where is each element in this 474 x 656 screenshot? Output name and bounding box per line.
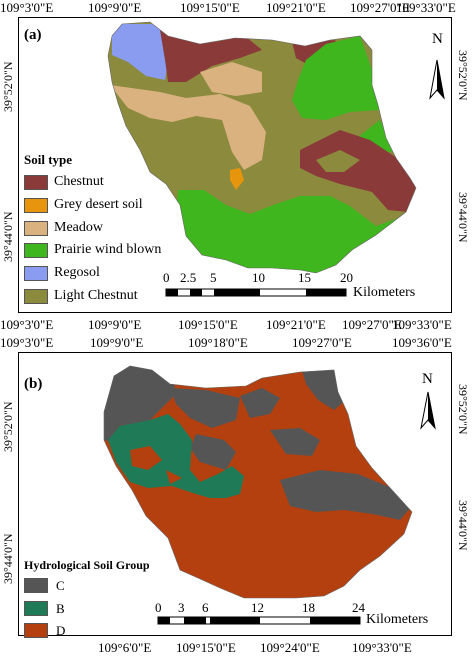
legend-label-c: C (56, 578, 65, 593)
scale-b-5: 24 (352, 600, 365, 615)
bottom-tick-a-4: 109°21'0"E (266, 317, 326, 332)
bottom-tick-a-6: 109°33'0"E (392, 317, 452, 332)
scale-b-2: 6 (202, 600, 209, 615)
legend-swatch-regosol (24, 266, 48, 281)
scale-a-1: 2.5 (180, 270, 197, 285)
scale-a-4: 15 (298, 270, 311, 285)
bottom-tick-b-1: 109°6'0"E (98, 640, 152, 655)
top-tick-a-3: 109°15'0"E (180, 0, 240, 15)
legend-title-b: Hydrological Soil Group (24, 558, 150, 572)
scale-unit-b: Kilometers (366, 612, 429, 627)
scale-a-2: 5 (210, 270, 217, 285)
legend-swatch-c (24, 578, 48, 593)
right-tick-b-2: 39°44'0"N (456, 500, 470, 551)
panel-a-tag: (a) (24, 27, 42, 43)
right-tick-a-1: 39°52'0"N (456, 50, 470, 101)
scale-unit-a: Kilometers (353, 285, 416, 300)
left-tick-a-2: 39°44'0"N (1, 211, 15, 262)
legend-swatch-b (24, 601, 48, 616)
right-tick-b-1: 39°52'0"N (456, 384, 470, 435)
legend-swatch-light-chestnut (24, 289, 48, 304)
scale-a-0: 0 (163, 270, 170, 285)
scale-b-4: 18 (302, 600, 315, 615)
legend-label-regosol: Regosol (54, 265, 100, 280)
top-tick-a-5: 109°27'0"E (350, 0, 410, 15)
legend-swatch-meadow (24, 221, 48, 236)
bottom-tick-b-4: 109°33'0"E (352, 640, 412, 655)
top-tick-b-1: 109°3'0"E (0, 335, 54, 350)
legend-label-prairie: Prairie wind blown (54, 242, 162, 257)
legend-swatch-chestnut (24, 175, 48, 190)
scale-b-3: 12 (251, 600, 264, 615)
legend-label-meadow: Meadow (54, 220, 103, 235)
top-tick-a-4: 109°21'0"E (266, 0, 326, 15)
bottom-tick-b-2: 109°15'0"E (176, 640, 236, 655)
bottom-tick-a-2: 109°9'0"E (88, 317, 142, 332)
north-label-b: N (422, 371, 433, 387)
top-tick-b-4: 109°27'0"E (292, 335, 352, 350)
bottom-tick-a-1: 109°3'0"E (0, 317, 54, 332)
legend-swatch-prairie (24, 243, 48, 258)
legend-label-chestnut: Chestnut (54, 174, 104, 189)
map-frame-b (18, 352, 452, 636)
scale-b-1: 3 (178, 600, 185, 615)
legend-label-b: B (56, 601, 65, 616)
legend-label-grey-desert: Grey desert soil (54, 197, 143, 212)
top-tick-b-2: 109°9'0"E (90, 335, 144, 350)
scale-b-0: 0 (155, 600, 162, 615)
top-tick-a-1: 109°3'0"E (0, 0, 54, 15)
right-tick-a-2: 39°44'0"N (456, 192, 470, 243)
panel-b-tag: (b) (24, 376, 43, 392)
left-tick-a-1: 39°52'0"N (1, 61, 15, 112)
top-tick-b-3: 109°18'0"E (188, 335, 248, 350)
legend-swatch-d (24, 623, 48, 638)
scale-a-3: 10 (252, 270, 265, 285)
left-tick-b-2: 39°44'0"N (1, 533, 15, 584)
left-tick-b-1: 39°52'0"N (1, 401, 15, 452)
top-tick-a-2: 109°9'0"E (88, 0, 142, 15)
top-tick-b-5: 109°36'0"E (392, 335, 452, 350)
north-label-a: N (432, 31, 443, 47)
bottom-tick-a-5: 109°27'0"E (342, 317, 402, 332)
legend-swatch-grey-desert (24, 198, 48, 213)
top-tick-a-6: 109°33'0"E (396, 0, 456, 15)
scale-a-5: 20 (340, 270, 353, 285)
legend-label-d: D (56, 623, 66, 638)
bottom-tick-a-3: 109°15'0"E (178, 317, 238, 332)
legend-label-light-chestnut: Light Chestnut (54, 288, 138, 303)
legend-title-a: Soil type (24, 152, 73, 167)
bottom-tick-b-3: 109°24'0"E (260, 640, 320, 655)
